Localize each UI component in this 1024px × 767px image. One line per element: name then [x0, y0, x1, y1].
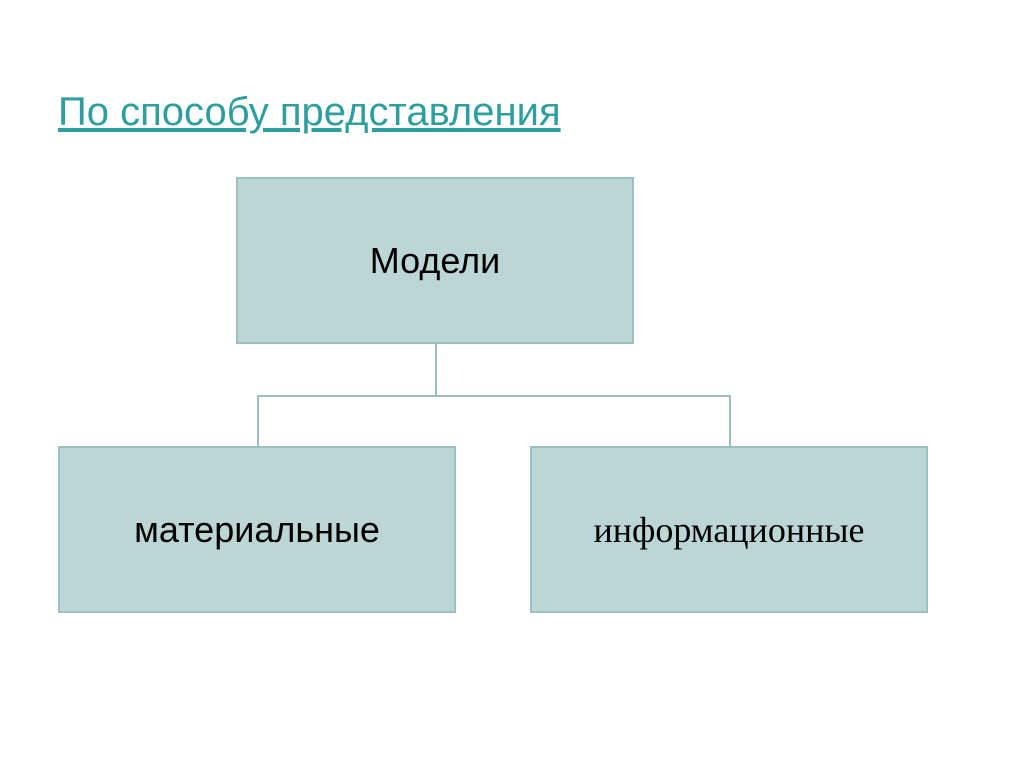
connector-right-drop [729, 395, 731, 446]
connector-left-drop [257, 395, 259, 446]
node-right: информационные [530, 446, 928, 613]
node-root-label: Модели [370, 240, 501, 282]
node-left: материальные [58, 446, 456, 613]
node-right-label: информационные [593, 509, 864, 551]
connector-root-stem [435, 344, 437, 395]
connector-horizontal [257, 395, 729, 397]
page-title: По способу представления [58, 90, 561, 135]
node-root: Модели [236, 177, 634, 344]
node-left-label: материальные [134, 509, 380, 551]
